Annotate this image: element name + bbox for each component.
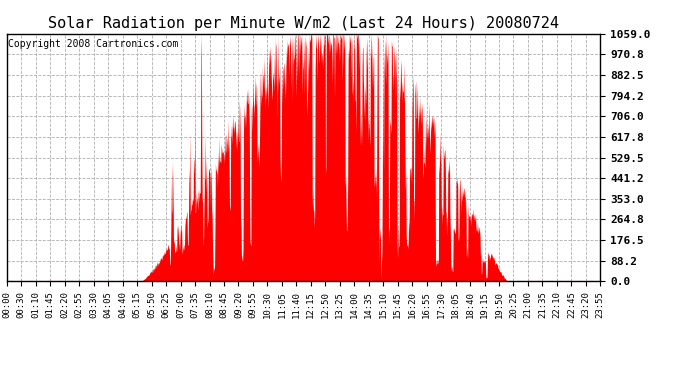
Text: Copyright 2008 Cartronics.com: Copyright 2008 Cartronics.com — [8, 39, 179, 49]
Title: Solar Radiation per Minute W/m2 (Last 24 Hours) 20080724: Solar Radiation per Minute W/m2 (Last 24… — [48, 16, 559, 31]
